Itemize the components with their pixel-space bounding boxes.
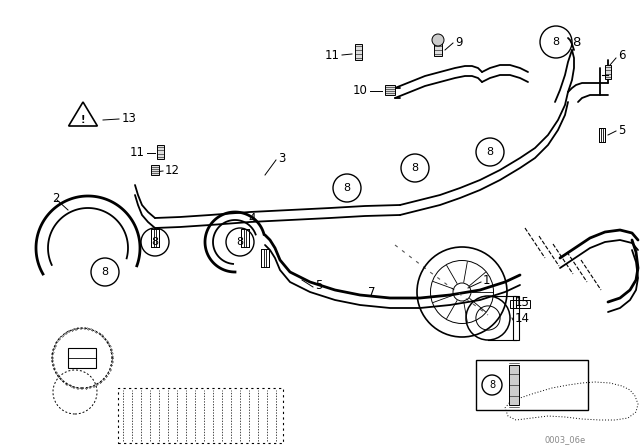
Text: 14: 14 <box>515 311 530 324</box>
Text: 8: 8 <box>152 237 159 247</box>
Text: 3: 3 <box>278 151 285 164</box>
Bar <box>513 296 519 340</box>
Text: 11: 11 <box>130 146 145 159</box>
Bar <box>355 44 362 60</box>
Text: 8: 8 <box>236 237 244 247</box>
Bar <box>434 40 442 56</box>
Bar <box>385 85 395 95</box>
Text: 8: 8 <box>552 37 559 47</box>
Bar <box>261 249 269 267</box>
Bar <box>151 229 159 247</box>
Text: 0003_06e: 0003_06e <box>545 435 586 444</box>
Text: 9: 9 <box>455 35 463 48</box>
Text: 4: 4 <box>248 211 255 224</box>
Bar <box>68 348 96 368</box>
Text: 8: 8 <box>344 183 351 193</box>
Text: 2: 2 <box>52 191 60 204</box>
Text: 12: 12 <box>165 164 180 177</box>
Text: 15: 15 <box>515 296 530 309</box>
Bar <box>157 145 163 159</box>
Text: 13: 13 <box>122 112 137 125</box>
Bar <box>151 165 159 175</box>
Bar <box>241 229 249 247</box>
Text: 11: 11 <box>325 48 340 61</box>
Text: 8: 8 <box>486 147 493 157</box>
Text: 7: 7 <box>368 285 376 298</box>
Text: !: ! <box>81 115 85 125</box>
Bar <box>510 300 530 308</box>
Bar <box>599 128 605 142</box>
Text: 10: 10 <box>353 83 368 96</box>
Text: 8: 8 <box>101 267 109 277</box>
Text: 8: 8 <box>572 35 580 48</box>
Text: 5: 5 <box>315 279 323 292</box>
Bar <box>605 65 611 79</box>
Bar <box>509 365 519 405</box>
Bar <box>118 388 283 443</box>
Circle shape <box>432 34 444 46</box>
Bar <box>476 360 588 410</box>
Text: 8: 8 <box>489 380 495 390</box>
Text: 6: 6 <box>618 48 625 61</box>
Text: 1: 1 <box>483 273 490 287</box>
Text: 8: 8 <box>412 163 419 173</box>
Text: 5: 5 <box>618 124 625 137</box>
